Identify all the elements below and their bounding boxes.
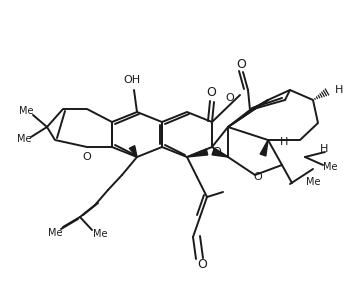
Text: O: O <box>206 85 216 99</box>
Text: H: H <box>335 85 343 95</box>
Text: Me: Me <box>323 162 337 172</box>
Polygon shape <box>129 146 137 157</box>
Text: O: O <box>254 172 262 182</box>
Text: Me: Me <box>306 177 320 187</box>
Text: H: H <box>280 137 288 147</box>
Polygon shape <box>212 149 228 157</box>
Text: Me: Me <box>17 134 31 144</box>
Text: OH: OH <box>123 75 140 85</box>
Text: Me: Me <box>19 106 33 116</box>
Text: O: O <box>83 152 91 162</box>
Text: Me: Me <box>93 229 107 239</box>
Polygon shape <box>260 140 268 156</box>
Text: O: O <box>226 93 234 103</box>
Polygon shape <box>187 149 208 157</box>
Text: O: O <box>197 259 207 271</box>
Text: O: O <box>236 58 246 70</box>
Text: H: H <box>320 144 329 154</box>
Text: O: O <box>213 147 221 157</box>
Text: Me: Me <box>48 228 62 238</box>
